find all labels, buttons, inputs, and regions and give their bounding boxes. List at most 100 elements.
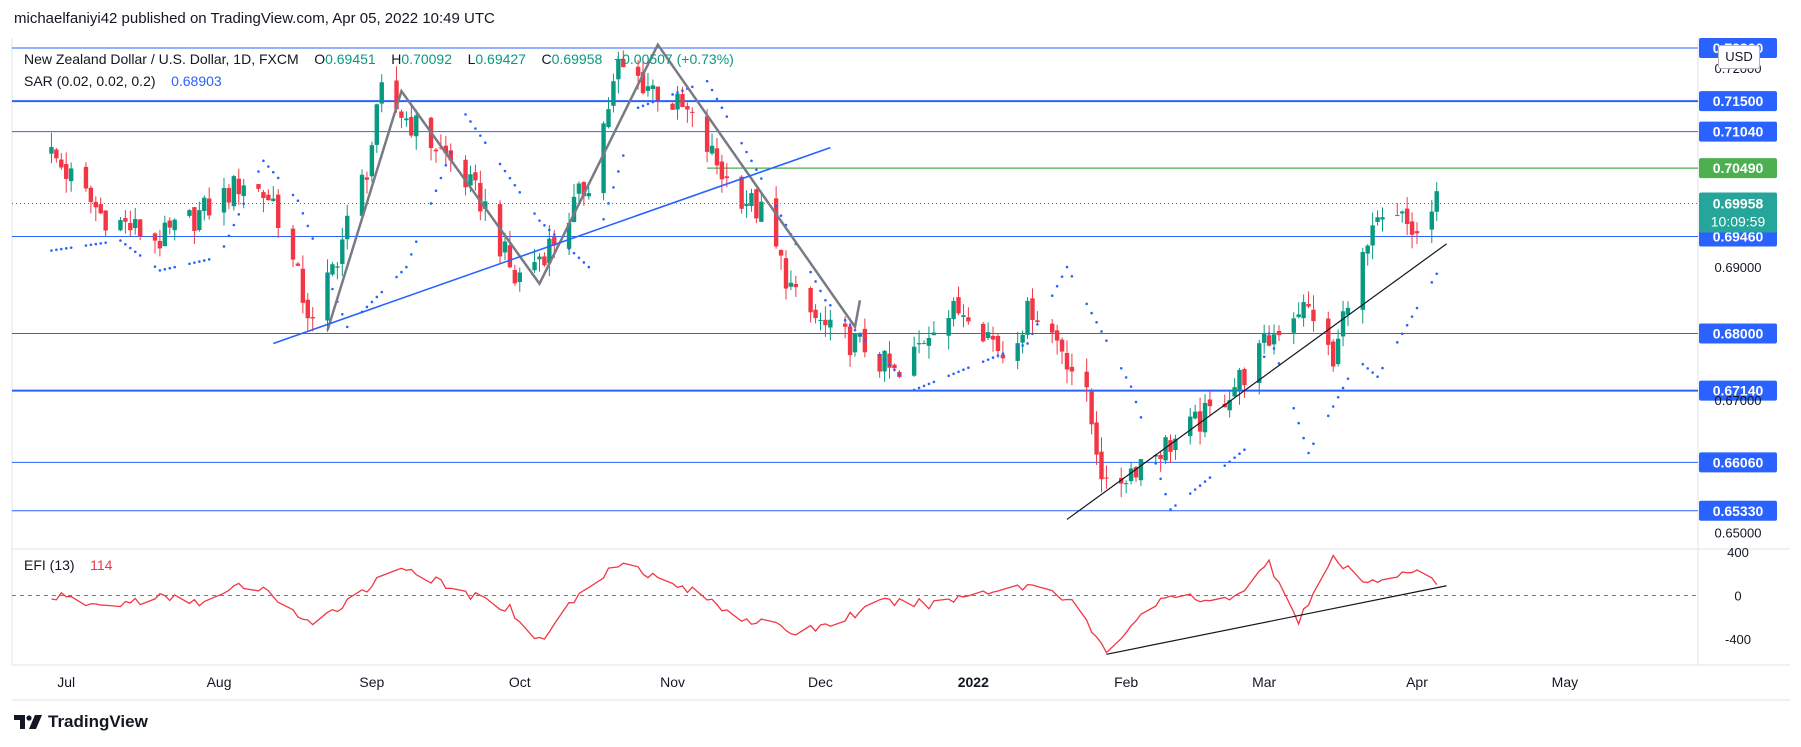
candle-body xyxy=(68,168,74,182)
candle-body xyxy=(852,333,858,353)
sar-dot xyxy=(814,280,817,283)
candle-body xyxy=(645,86,651,91)
sar-dot xyxy=(1292,406,1296,410)
candle-body xyxy=(1340,311,1346,337)
candle-body xyxy=(394,80,399,110)
candle-body xyxy=(1276,331,1282,336)
sar-dot xyxy=(981,360,985,363)
sar-dot xyxy=(449,151,453,154)
sar-dot xyxy=(917,386,921,390)
candle-body xyxy=(611,81,616,106)
candle-body xyxy=(1059,339,1065,352)
candle-body xyxy=(1049,323,1055,333)
candle-body xyxy=(1138,459,1144,481)
candle-body xyxy=(64,164,69,179)
candle-body xyxy=(231,176,237,207)
sar-dot xyxy=(1415,306,1419,310)
currency-button[interactable]: USD xyxy=(1718,45,1760,69)
sar-dot xyxy=(1188,492,1192,495)
candle-body xyxy=(1089,391,1094,425)
sar-dot xyxy=(1395,341,1399,344)
time-tick-label: Dec xyxy=(808,674,833,690)
time-tick-label: Sep xyxy=(359,674,384,690)
sar-dot xyxy=(414,240,418,243)
candle-body xyxy=(379,82,384,104)
sar-dot xyxy=(202,259,206,262)
sar-dot xyxy=(1105,339,1108,342)
sar-dot xyxy=(291,193,295,197)
sar-dot xyxy=(380,290,384,294)
candle-body xyxy=(345,215,350,240)
candle-body xyxy=(1237,369,1242,391)
axis-layer: 0.723000.715000.710400.694600.680000.671… xyxy=(57,37,1777,690)
candle-body xyxy=(783,258,789,289)
time-tick-label: May xyxy=(1552,674,1578,690)
candle-body xyxy=(1409,221,1415,235)
resistance-label-text: 0.70490 xyxy=(1713,160,1764,176)
sar-dot xyxy=(1070,274,1074,278)
sar-dot xyxy=(99,242,103,245)
candle-body xyxy=(714,148,720,166)
candle-body xyxy=(818,320,823,322)
sar-dot xyxy=(365,305,369,309)
sar-dot xyxy=(1085,302,1089,306)
level-price-label: 0.71500 xyxy=(1699,91,1777,112)
sar-dot xyxy=(1090,311,1093,315)
sar-dot xyxy=(50,249,53,252)
candle-body xyxy=(581,182,587,197)
candle-body xyxy=(709,145,715,154)
sar-dot xyxy=(483,141,487,144)
candle-body xyxy=(1084,371,1089,388)
symbol-name[interactable]: New Zealand Dollar / U.S. Dollar, 1D, FX… xyxy=(24,51,299,67)
sar-dot xyxy=(503,169,507,173)
sar-dot xyxy=(84,244,88,247)
ascending-trendline xyxy=(273,146,831,345)
candle-body xyxy=(542,256,547,266)
efi-label[interactable]: EFI (13) xyxy=(24,557,75,573)
candle-body xyxy=(739,176,744,209)
drawings-layer xyxy=(273,42,1447,520)
sar-dot xyxy=(671,93,674,96)
sar-dot xyxy=(198,260,201,263)
candle-body xyxy=(463,159,468,188)
candle-body xyxy=(995,335,1001,352)
sar-dot xyxy=(1169,508,1172,511)
candle-body xyxy=(916,343,922,345)
candle-body xyxy=(1266,335,1272,346)
close-label: C xyxy=(541,51,552,67)
sar-dot xyxy=(1430,281,1434,284)
candle-body xyxy=(956,297,961,314)
sar-dot xyxy=(400,270,403,274)
tradingview-logo[interactable]: TradingView xyxy=(14,712,148,732)
sar-dot xyxy=(858,333,862,337)
candle-body xyxy=(226,188,232,203)
sar-dot xyxy=(577,256,581,260)
candle-body xyxy=(537,256,542,260)
candle-body xyxy=(295,263,301,266)
candle-body xyxy=(1370,225,1375,246)
sar-dot xyxy=(760,177,763,180)
candle-body xyxy=(847,326,853,356)
candle-body xyxy=(828,319,833,328)
last-price-text: 0.69958 xyxy=(1713,195,1764,211)
sar-dot xyxy=(513,183,517,187)
sar-dot xyxy=(59,247,63,251)
sar-dot xyxy=(898,373,901,377)
candle-body xyxy=(1158,454,1163,459)
tradingview-logo-icon xyxy=(14,715,42,729)
level-label-bg xyxy=(1699,323,1777,344)
sar-dot xyxy=(55,248,58,252)
candle-body xyxy=(808,288,813,313)
candle-body xyxy=(724,176,730,179)
sar-dot xyxy=(119,239,122,242)
sar-dot xyxy=(1119,366,1123,370)
candle-body xyxy=(433,149,439,152)
candle-body xyxy=(483,201,488,209)
sar-label[interactable]: SAR (0.02, 0.02, 0.2) xyxy=(24,73,156,89)
sar-dot xyxy=(1326,414,1330,418)
sar-dot xyxy=(779,214,783,217)
candle-body xyxy=(409,116,414,136)
candle-body xyxy=(369,145,375,177)
candle-body xyxy=(1054,330,1060,341)
